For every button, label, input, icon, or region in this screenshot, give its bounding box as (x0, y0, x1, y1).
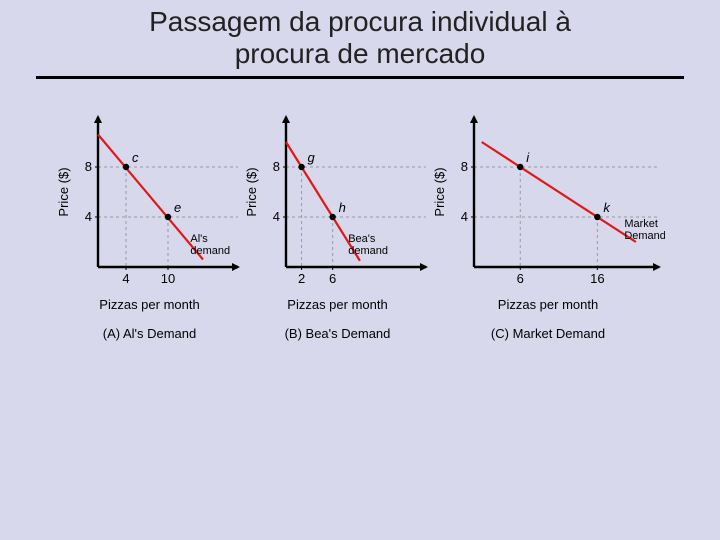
chart-A: Price ($) 4 8 4 10 c e Al'sdemand (56, 109, 244, 293)
y-tick-label: 8 (84, 159, 91, 174)
page-title-block: Passagem da procura individual à procura… (0, 0, 720, 70)
title-underline (36, 76, 684, 79)
data-point-h (329, 214, 335, 220)
panel-C: Price ($) 4 8 6 16 i k MarketDemand Pizzas per m… (432, 109, 665, 341)
data-point-i (517, 164, 523, 170)
series-label: demand (190, 245, 230, 257)
y-axis-label: Price ($) (56, 168, 71, 217)
point-label: c (132, 150, 139, 165)
y-tick-label: 8 (272, 159, 279, 174)
chart-C: Price ($) 4 8 6 16 i k MarketDemand (432, 109, 665, 293)
page-title: Passagem da procura individual à procura… (149, 6, 571, 70)
y-axis-label: Price ($) (432, 168, 447, 217)
y-tick-label: 4 (84, 209, 91, 224)
charts-row: Price ($)48410ceAl'sdemandPizzas per mon… (0, 109, 720, 341)
x-tick-label: 10 (160, 271, 174, 286)
x-axis-label: Pizzas per month (498, 297, 598, 312)
x-tick-label: 16 (590, 271, 604, 286)
demand-line (481, 142, 635, 242)
panel-caption: (A) Al's Demand (103, 326, 197, 341)
x-tick-label: 4 (122, 271, 129, 286)
x-tick-label: 6 (516, 271, 523, 286)
demand-line (98, 135, 203, 260)
y-axis-label: Price ($) (244, 168, 259, 217)
data-point-k (594, 214, 600, 220)
point-label: i (526, 150, 530, 165)
series-label: Demand (624, 230, 665, 242)
series-label: Al's (190, 233, 208, 245)
chart-B: Price ($) 4 8 2 6 g h Bea'sdemand (244, 109, 432, 293)
x-tick-label: 6 (329, 271, 336, 286)
point-label: g (307, 150, 315, 165)
y-tick-label: 4 (272, 209, 279, 224)
x-axis-label: Pizzas per month (99, 297, 199, 312)
series-label: demand (348, 245, 388, 257)
y-tick-label: 8 (460, 159, 467, 174)
panel-B: Price ($) 4 8 2 6 g h Bea'sdemand Pizzas per mon… (244, 109, 432, 341)
panel-A: Price ($) 4 8 4 10 c e Al'sdemand Pizzas per mon… (56, 109, 244, 341)
series-label: Bea's (348, 233, 376, 245)
point-label: k (603, 200, 611, 215)
data-point-c (122, 164, 128, 170)
title-line-2: procura de mercado (235, 38, 486, 69)
y-tick-label: 4 (460, 209, 467, 224)
series-label: Market (624, 218, 658, 230)
x-axis-label: Pizzas per month (287, 297, 387, 312)
point-label: e (174, 200, 181, 215)
x-tick-label: 2 (297, 271, 304, 286)
title-line-1: Passagem da procura individual à (149, 6, 571, 37)
data-point-g (298, 164, 304, 170)
point-label: h (338, 200, 345, 215)
panel-caption: (B) Bea's Demand (285, 326, 391, 341)
data-point-e (164, 214, 170, 220)
panel-caption: (C) Market Demand (491, 326, 605, 341)
